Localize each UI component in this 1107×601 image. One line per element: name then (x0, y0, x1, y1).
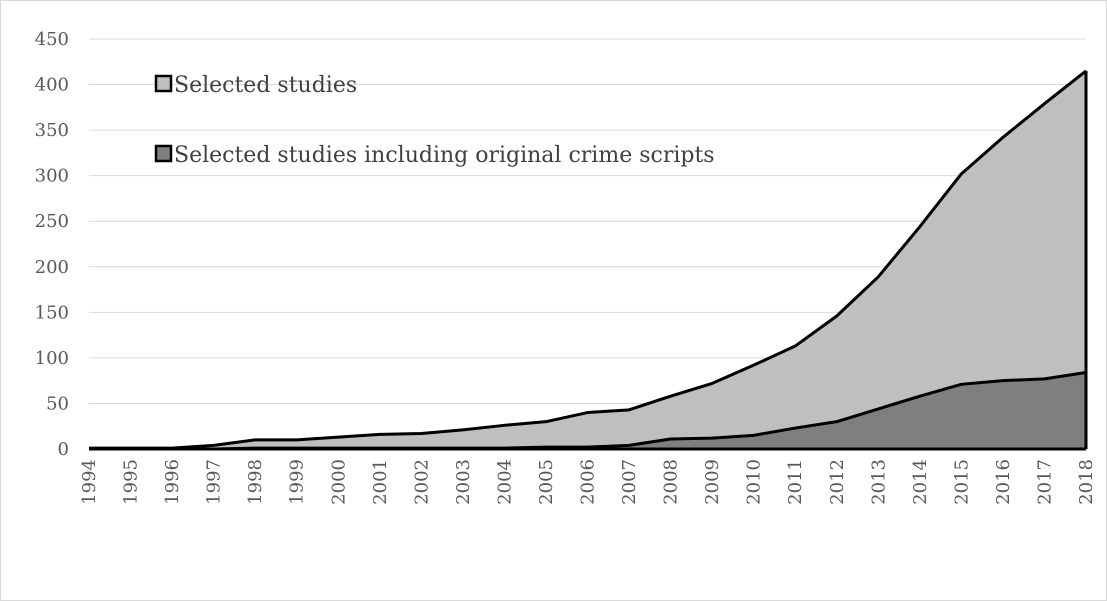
x-tick-label-1996: 1996 (162, 459, 183, 505)
x-tick-label-1995: 1995 (121, 459, 142, 505)
y-tick-label-350: 350 (35, 120, 69, 141)
legend-swatch-selected-studies (154, 74, 173, 93)
x-tick-label-2002: 2002 (411, 459, 432, 505)
x-tick-label-1999: 1999 (287, 459, 308, 505)
x-tick-label-2006: 2006 (578, 459, 599, 505)
legend: Selected studies Selected studies includ… (154, 73, 715, 168)
gridlines (89, 38, 1086, 404)
y-axis-tick-labels: 0 50 100 150 200 250 300 350 400 450 (35, 29, 69, 460)
x-tick-label-2009: 2009 (702, 459, 723, 505)
y-tick-label-50: 50 (46, 393, 69, 414)
legend-label-selected-studies: Selected studies (174, 73, 357, 98)
legend-label-selected-studies-original-scripts: Selected studies including original crim… (174, 143, 715, 168)
x-tick-label-1997: 1997 (204, 459, 225, 505)
x-tick-label-2008: 2008 (661, 459, 682, 505)
x-tick-label-2003: 2003 (453, 459, 474, 505)
y-tick-label-150: 150 (35, 302, 69, 323)
x-tick-label-2005: 2005 (536, 459, 557, 505)
line-series-0 (89, 69, 1087, 450)
x-tick-label-1994: 1994 (79, 459, 100, 505)
y-tick-label-250: 250 (35, 211, 69, 232)
y-tick-label-450: 450 (35, 29, 69, 50)
x-tick-label-2018: 2018 (1076, 459, 1097, 505)
y-tick-label-400: 400 (35, 75, 69, 96)
x-tick-label-1998: 1998 (245, 459, 266, 505)
area-series-1 (89, 372, 1086, 449)
y-tick-label-300: 300 (35, 166, 69, 187)
y-tick-label-200: 200 (35, 257, 69, 278)
y-tick-label-100: 100 (35, 348, 69, 369)
x-tick-label-2014: 2014 (910, 459, 931, 505)
legend-item-selected-studies: Selected studies (154, 73, 357, 98)
x-tick-label-2011: 2011 (785, 459, 806, 505)
x-tick-label-2012: 2012 (827, 459, 848, 505)
x-tick-label-2001: 2001 (370, 459, 391, 505)
y-tick-label-0: 0 (58, 439, 69, 460)
x-tick-label-2016: 2016 (993, 459, 1014, 505)
x-axis-tick-labels: 1994 1995 1996 1997 1998 1999 2000 2001 2002 2003… (79, 459, 1097, 505)
x-tick-label-2013: 2013 (868, 459, 889, 505)
legend-swatch-selected-studies-original-scripts (154, 144, 173, 163)
x-tick-label-2017: 2017 (1034, 459, 1055, 505)
x-tick-label-2004: 2004 (494, 459, 515, 505)
x-tick-label-2007: 2007 (619, 459, 640, 505)
x-tick-label-2015: 2015 (951, 459, 972, 505)
x-tick-label-2010: 2010 (744, 459, 765, 505)
series-areas (89, 70, 1086, 449)
x-tick-label-2000: 2000 (328, 459, 349, 505)
legend-item-selected-studies-original-scripts: Selected studies including original crim… (154, 143, 715, 168)
area-series-0 (89, 70, 1086, 449)
